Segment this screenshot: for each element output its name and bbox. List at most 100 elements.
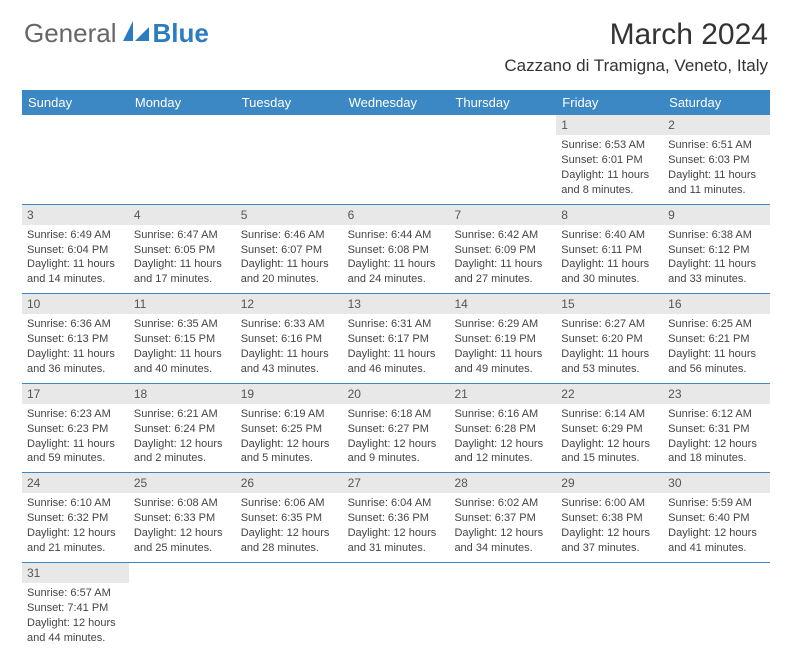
sunrise-text: Sunrise: 6:42 AM xyxy=(454,228,551,243)
day2-text: and 17 minutes. xyxy=(134,272,231,287)
day2-text: and 40 minutes. xyxy=(134,362,231,377)
day1-text: Daylight: 11 hours xyxy=(454,347,551,362)
day1-text: Daylight: 11 hours xyxy=(561,347,658,362)
sunset-text: Sunset: 6:05 PM xyxy=(134,243,231,258)
sunset-text: Sunset: 6:24 PM xyxy=(134,422,231,437)
sunrise-text: Sunrise: 6:12 AM xyxy=(668,407,765,422)
day-number: 31 xyxy=(22,563,129,583)
week-row: 24Sunrise: 6:10 AMSunset: 6:32 PMDayligh… xyxy=(22,473,770,563)
empty-cell xyxy=(236,115,343,204)
sunrise-text: Sunrise: 6:40 AM xyxy=(561,228,658,243)
day-cell: 6Sunrise: 6:44 AMSunset: 6:08 PMDaylight… xyxy=(343,205,450,294)
sunrise-text: Sunrise: 6:08 AM xyxy=(134,496,231,511)
sunrise-text: Sunrise: 6:53 AM xyxy=(561,138,658,153)
day2-text: and 15 minutes. xyxy=(561,451,658,466)
day2-text: and 11 minutes. xyxy=(668,183,765,198)
empty-cell xyxy=(556,563,663,651)
day2-text: and 31 minutes. xyxy=(348,541,445,556)
empty-cell xyxy=(343,563,450,651)
day-cell: 4Sunrise: 6:47 AMSunset: 6:05 PMDaylight… xyxy=(129,205,236,294)
day1-text: Daylight: 11 hours xyxy=(561,257,658,272)
sunrise-text: Sunrise: 6:23 AM xyxy=(27,407,124,422)
empty-cell xyxy=(22,115,129,204)
empty-cell xyxy=(449,115,556,204)
sunrise-text: Sunrise: 6:44 AM xyxy=(348,228,445,243)
day-number: 4 xyxy=(129,205,236,225)
logo: General Blue xyxy=(24,18,209,49)
logo-text-general: General xyxy=(24,18,117,49)
day1-text: Daylight: 11 hours xyxy=(668,168,765,183)
day-number: 16 xyxy=(663,294,770,314)
calendar: Sunday Monday Tuesday Wednesday Thursday… xyxy=(22,90,770,651)
day1-text: Daylight: 12 hours xyxy=(561,526,658,541)
weekday-thursday: Thursday xyxy=(449,90,556,115)
day-number: 25 xyxy=(129,473,236,493)
day2-text: and 25 minutes. xyxy=(134,541,231,556)
weekday-tuesday: Tuesday xyxy=(236,90,343,115)
day-number: 1 xyxy=(556,115,663,135)
day1-text: Daylight: 12 hours xyxy=(241,526,338,541)
day1-text: Daylight: 11 hours xyxy=(27,437,124,452)
day-cell: 9Sunrise: 6:38 AMSunset: 6:12 PMDaylight… xyxy=(663,205,770,294)
day1-text: Daylight: 12 hours xyxy=(668,437,765,452)
sunset-text: Sunset: 6:23 PM xyxy=(27,422,124,437)
sunrise-text: Sunrise: 6:46 AM xyxy=(241,228,338,243)
sunset-text: Sunset: 6:27 PM xyxy=(348,422,445,437)
day-cell: 5Sunrise: 6:46 AMSunset: 6:07 PMDaylight… xyxy=(236,205,343,294)
sunrise-text: Sunrise: 6:16 AM xyxy=(454,407,551,422)
weekday-wednesday: Wednesday xyxy=(343,90,450,115)
day-cell: 23Sunrise: 6:12 AMSunset: 6:31 PMDayligh… xyxy=(663,384,770,473)
empty-cell xyxy=(236,563,343,651)
day-number: 28 xyxy=(449,473,556,493)
day1-text: Daylight: 11 hours xyxy=(454,257,551,272)
day1-text: Daylight: 11 hours xyxy=(348,347,445,362)
day-cell: 2Sunrise: 6:51 AMSunset: 6:03 PMDaylight… xyxy=(663,115,770,204)
day-cell: 31Sunrise: 6:57 AMSunset: 7:41 PMDayligh… xyxy=(22,563,129,651)
empty-cell xyxy=(343,115,450,204)
day-number: 5 xyxy=(236,205,343,225)
day2-text: and 28 minutes. xyxy=(241,541,338,556)
sunrise-text: Sunrise: 6:06 AM xyxy=(241,496,338,511)
day-cell: 28Sunrise: 6:02 AMSunset: 6:37 PMDayligh… xyxy=(449,473,556,562)
day-cell: 30Sunrise: 5:59 AMSunset: 6:40 PMDayligh… xyxy=(663,473,770,562)
day2-text: and 5 minutes. xyxy=(241,451,338,466)
sunset-text: Sunset: 6:12 PM xyxy=(668,243,765,258)
day1-text: Daylight: 11 hours xyxy=(27,347,124,362)
sunrise-text: Sunrise: 6:38 AM xyxy=(668,228,765,243)
day-number: 11 xyxy=(129,294,236,314)
sunset-text: Sunset: 6:38 PM xyxy=(561,511,658,526)
empty-cell xyxy=(663,563,770,651)
day1-text: Daylight: 12 hours xyxy=(668,526,765,541)
day-number: 13 xyxy=(343,294,450,314)
day2-text: and 8 minutes. xyxy=(561,183,658,198)
sunrise-text: Sunrise: 6:31 AM xyxy=(348,317,445,332)
day-number: 21 xyxy=(449,384,556,404)
day1-text: Daylight: 11 hours xyxy=(134,257,231,272)
day2-text: and 9 minutes. xyxy=(348,451,445,466)
sunrise-text: Sunrise: 6:33 AM xyxy=(241,317,338,332)
day2-text: and 34 minutes. xyxy=(454,541,551,556)
day2-text: and 24 minutes. xyxy=(348,272,445,287)
day1-text: Daylight: 12 hours xyxy=(454,526,551,541)
day-cell: 3Sunrise: 6:49 AMSunset: 6:04 PMDaylight… xyxy=(22,205,129,294)
day-cell: 21Sunrise: 6:16 AMSunset: 6:28 PMDayligh… xyxy=(449,384,556,473)
day-cell: 29Sunrise: 6:00 AMSunset: 6:38 PMDayligh… xyxy=(556,473,663,562)
weekday-sunday: Sunday xyxy=(22,90,129,115)
day-cell: 12Sunrise: 6:33 AMSunset: 6:16 PMDayligh… xyxy=(236,294,343,383)
day2-text: and 46 minutes. xyxy=(348,362,445,377)
week-row: 10Sunrise: 6:36 AMSunset: 6:13 PMDayligh… xyxy=(22,294,770,384)
day-number: 8 xyxy=(556,205,663,225)
sunset-text: Sunset: 6:33 PM xyxy=(134,511,231,526)
day-number: 29 xyxy=(556,473,663,493)
sunrise-text: Sunrise: 6:14 AM xyxy=(561,407,658,422)
day2-text: and 49 minutes. xyxy=(454,362,551,377)
day-cell: 25Sunrise: 6:08 AMSunset: 6:33 PMDayligh… xyxy=(129,473,236,562)
day-cell: 27Sunrise: 6:04 AMSunset: 6:36 PMDayligh… xyxy=(343,473,450,562)
sunset-text: Sunset: 6:35 PM xyxy=(241,511,338,526)
day-cell: 10Sunrise: 6:36 AMSunset: 6:13 PMDayligh… xyxy=(22,294,129,383)
sunset-text: Sunset: 6:11 PM xyxy=(561,243,658,258)
day-cell: 19Sunrise: 6:19 AMSunset: 6:25 PMDayligh… xyxy=(236,384,343,473)
sunset-text: Sunset: 6:01 PM xyxy=(561,153,658,168)
day-cell: 8 Sunrise: 6:40 AMSunset: 6:11 PMDaylight… xyxy=(556,205,663,294)
day1-text: Daylight: 12 hours xyxy=(241,437,338,452)
